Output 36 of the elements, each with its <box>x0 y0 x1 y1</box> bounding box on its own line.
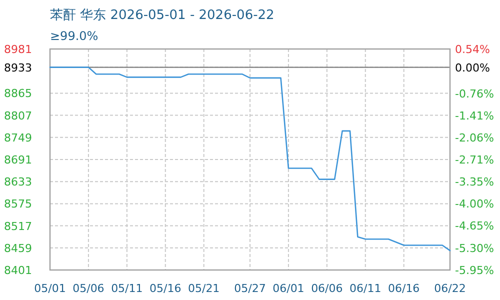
y-tick-label: 8807 <box>4 109 32 122</box>
chart-subtitle: ≥99.0% <box>50 29 98 43</box>
line-series <box>49 66 451 252</box>
y2-tick-label: -3.35% <box>455 175 494 188</box>
y2-tick-label: 0.54% <box>455 43 490 56</box>
x-tick-label: 05/16 <box>150 282 182 295</box>
y-tick-label: 8401 <box>4 264 32 277</box>
x-tick-label: 05/06 <box>72 282 104 295</box>
y-tick-label: 8981 <box>4 43 32 56</box>
y-tick-label: 8517 <box>4 220 32 233</box>
y2-tick-label: 0.00% <box>455 61 490 74</box>
y2-tick-label: -5.30% <box>455 242 494 255</box>
y-tick-label: 8749 <box>4 131 32 144</box>
y-tick-label: 8633 <box>4 176 32 189</box>
y-tick-label: 8459 <box>4 242 32 255</box>
chart-title: 苯酐 华东 2026-05-01 - 2026-06-22 <box>50 8 274 23</box>
y-tick-label: 8865 <box>4 87 32 100</box>
y-tick-label: 8575 <box>4 198 32 211</box>
x-tick-label: 06/06 <box>311 282 343 295</box>
x-tick-label: 05/21 <box>188 282 220 295</box>
y-tick-label: 8933 <box>4 61 32 74</box>
y2-tick-label: -4.65% <box>455 220 494 233</box>
y2-tick-label: -5.95% <box>455 264 494 277</box>
y2-tick-label: -0.76% <box>455 87 494 100</box>
y2-tick-label: -2.06% <box>455 132 494 145</box>
x-tick-label: 06/11 <box>350 282 382 295</box>
x-tick-label: 05/27 <box>234 282 266 295</box>
x-tick-label: 05/01 <box>34 282 66 295</box>
y-tick-label: 8691 <box>4 154 32 166</box>
x-tick-label: 06/01 <box>272 282 304 295</box>
x-tick-label: 06/22 <box>434 282 466 295</box>
y2-tick-label: -4.00% <box>455 198 494 211</box>
y2-tick-label: -1.41% <box>455 109 494 122</box>
y2-tick-label: -2.71% <box>455 154 494 167</box>
x-tick-label: 06/16 <box>388 282 420 295</box>
x-tick-label: 05/11 <box>111 282 143 295</box>
